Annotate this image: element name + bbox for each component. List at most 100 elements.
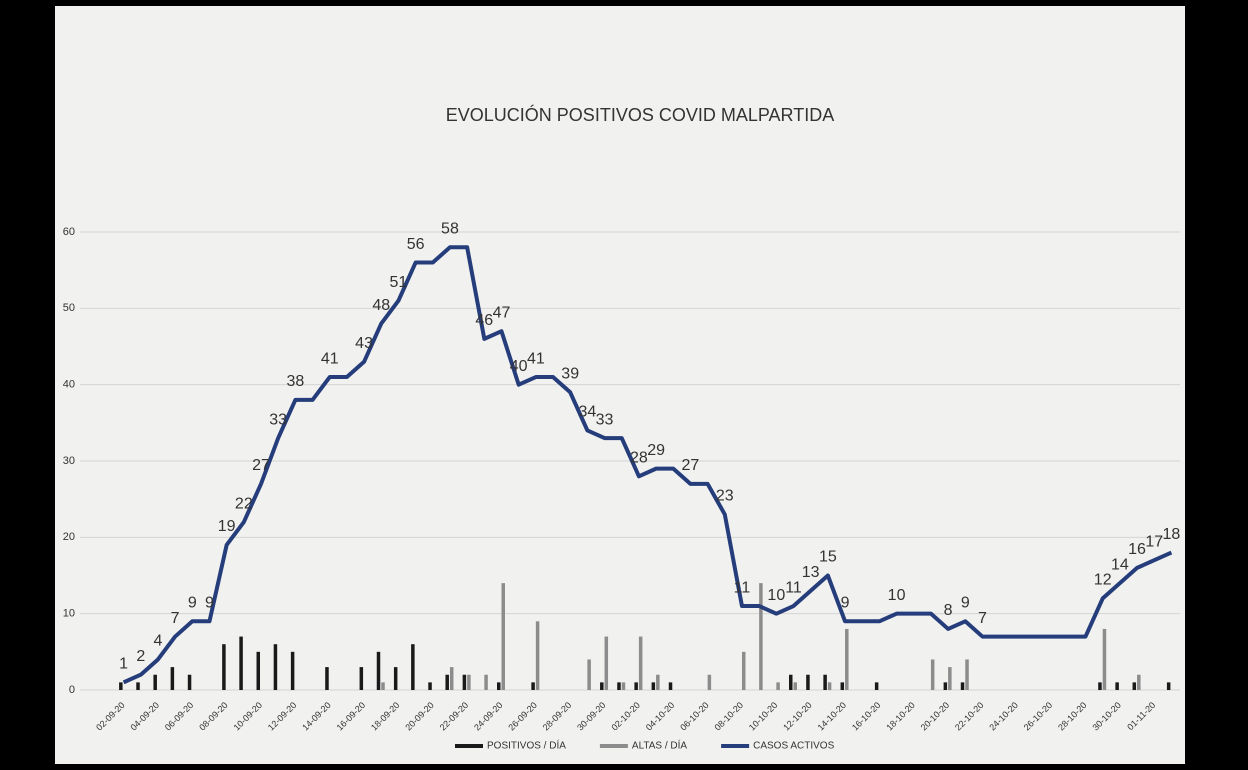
- line: [122, 245, 1173, 685]
- y-tick-label: 40: [63, 379, 75, 391]
- bar: [535, 621, 540, 690]
- data-label: 9: [205, 595, 214, 612]
- data-label: 11: [785, 579, 802, 596]
- bar: [948, 667, 952, 690]
- bar: [136, 682, 140, 690]
- bar: [587, 659, 591, 690]
- bar: [840, 682, 845, 690]
- legend-label: CASOS ACTIVOS: [753, 741, 834, 752]
- data-label: 7: [978, 610, 987, 627]
- data-label: 51: [390, 274, 408, 291]
- data-label: 39: [561, 366, 579, 383]
- y-tick-label: 10: [63, 608, 75, 620]
- bar: [827, 682, 832, 690]
- data-label: 28: [630, 449, 648, 466]
- data-label: 8: [944, 602, 953, 619]
- bar: [789, 674, 793, 690]
- data-label: 47: [493, 304, 511, 321]
- data-label: 22: [235, 495, 253, 512]
- bar: [651, 682, 656, 690]
- bar: [376, 651, 381, 690]
- bar: [496, 682, 501, 690]
- bar: [256, 651, 261, 690]
- bar: [153, 674, 157, 690]
- data-label: 46: [475, 312, 493, 329]
- data-label: 33: [596, 411, 614, 428]
- legend-label: ALTAS / DÍA: [632, 739, 688, 752]
- bar: [531, 682, 535, 690]
- data-label: 58: [441, 220, 459, 237]
- bar: [222, 644, 226, 690]
- data-label: 41: [527, 350, 545, 367]
- data-label: 23: [716, 488, 734, 505]
- bar: [119, 682, 123, 690]
- data-label: 34: [578, 404, 596, 421]
- data-label: 13: [802, 564, 820, 581]
- data-label: 14: [1111, 556, 1129, 573]
- legend-swatch: [455, 744, 483, 748]
- data-label: 4: [153, 633, 162, 650]
- data-label: 27: [682, 457, 700, 474]
- bar: [621, 682, 626, 690]
- data-label: 15: [819, 549, 837, 566]
- chart-title: EVOLUCIÓN POSITIVOS COVID MALPARTIDA: [446, 104, 834, 125]
- data-label: 9: [961, 595, 970, 612]
- bar: [965, 659, 969, 690]
- legend-label: POSITIVOS / DÍA: [487, 739, 566, 752]
- bar: [393, 667, 398, 690]
- bar: [325, 667, 329, 690]
- bar: [806, 674, 810, 690]
- bar: [707, 674, 712, 690]
- data-label: 10: [767, 587, 785, 604]
- bar: [445, 674, 449, 690]
- legend-swatch: [599, 744, 628, 748]
- bar: [776, 682, 780, 690]
- bar: [759, 583, 763, 690]
- bar: [381, 682, 385, 690]
- bar: [793, 682, 798, 690]
- bar: [467, 674, 471, 690]
- bar: [411, 644, 415, 690]
- y-tick-label: 60: [63, 226, 75, 238]
- data-label: 19: [218, 518, 236, 535]
- data-label: 56: [407, 236, 425, 253]
- bar: [462, 674, 467, 690]
- bar: [668, 682, 673, 690]
- bar: [604, 636, 609, 690]
- bar: [943, 682, 948, 690]
- bar: [845, 628, 849, 690]
- y-tick-label: 30: [63, 455, 75, 467]
- bar: [1137, 674, 1141, 690]
- data-label: 48: [372, 297, 390, 314]
- data-label: 33: [269, 411, 287, 428]
- bar: [273, 644, 278, 690]
- data-label: 9: [841, 595, 850, 612]
- data-label: 11: [734, 579, 751, 596]
- data-label: 38: [286, 373, 304, 390]
- bar: [823, 674, 827, 690]
- bar: [874, 682, 879, 690]
- bar: [638, 636, 643, 690]
- bar: [359, 667, 364, 690]
- y-tick-label: 50: [63, 302, 75, 314]
- data-label: 2: [136, 648, 145, 665]
- bar: [1132, 682, 1137, 690]
- bar: [428, 682, 432, 690]
- bar: [484, 674, 488, 690]
- bar: [600, 682, 604, 690]
- bar: [656, 674, 660, 690]
- data-label: 10: [888, 587, 906, 604]
- bar: [187, 674, 192, 690]
- bar: [1166, 682, 1171, 690]
- bar: [741, 651, 746, 690]
- data-label: 7: [171, 610, 180, 627]
- bar: [449, 667, 454, 690]
- bar: [634, 682, 638, 690]
- bar: [1115, 682, 1119, 690]
- bar: [1102, 628, 1107, 690]
- data-label: 41: [321, 350, 339, 367]
- bar: [960, 682, 965, 690]
- data-label: 27: [252, 457, 270, 474]
- data-label: 1: [119, 656, 128, 673]
